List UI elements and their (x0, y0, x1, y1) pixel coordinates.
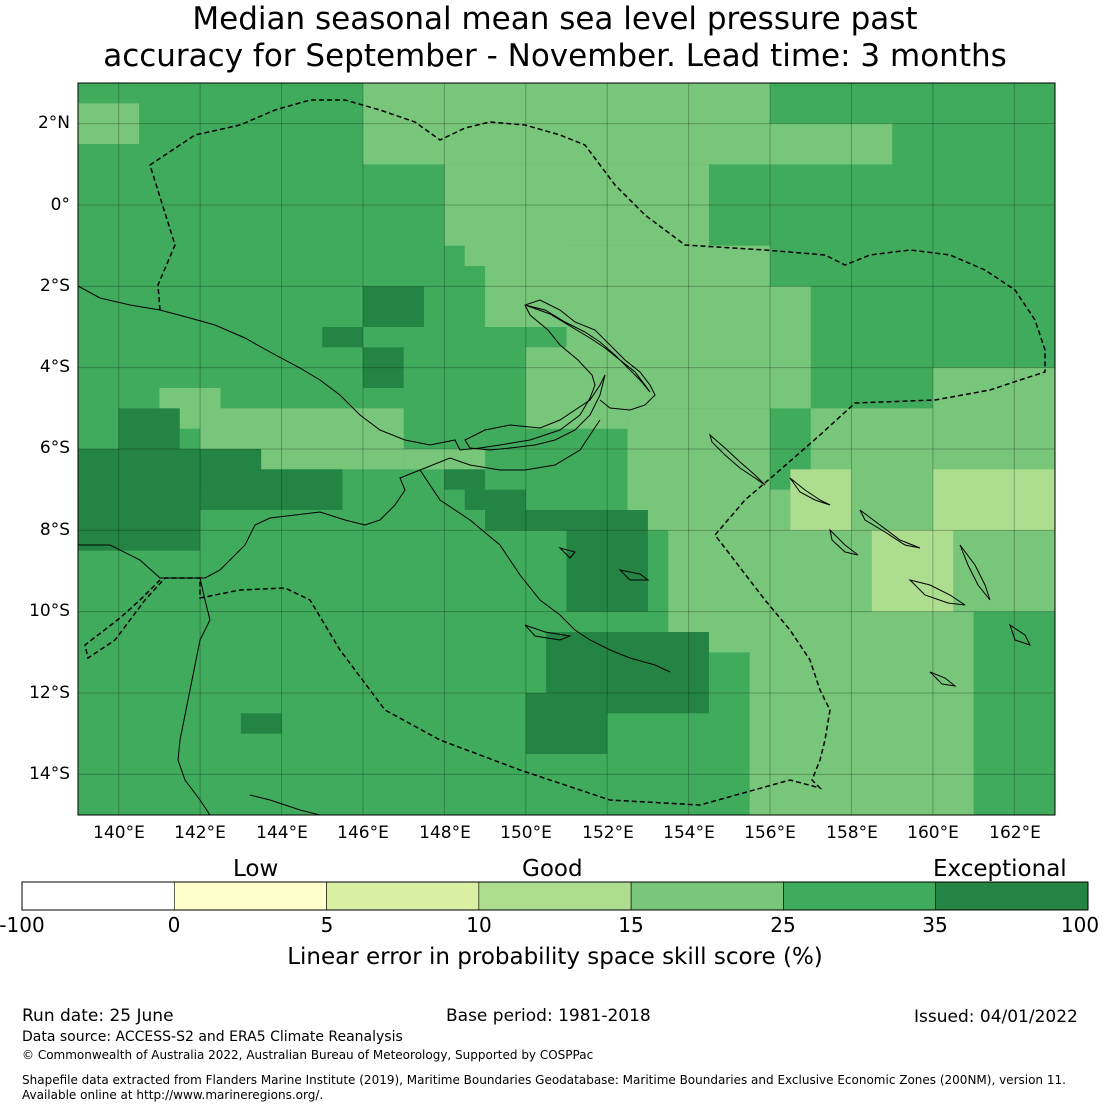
colorbar-tick: 100 (1060, 913, 1100, 937)
skill-cell (464, 205, 567, 266)
skill-cell (546, 632, 709, 693)
lon-label-142e: 142°E (174, 823, 226, 843)
lat-label-6s: 6°S (39, 438, 70, 458)
shapefile-credit-line1: Shapefile data extracted from Flanders M… (22, 1073, 1066, 1087)
legend-category-exceptional: Exceptional (933, 856, 1067, 882)
lon-label-162e: 162°E (989, 823, 1041, 843)
colorbar-segment (478, 881, 632, 911)
base-period: Base period: 1981-2018 (446, 1006, 651, 1026)
skill-score-raster (78, 83, 1055, 815)
coastlines (78, 285, 1031, 815)
lon-label-156e: 156°E (744, 823, 796, 843)
map-frame (77, 82, 1056, 816)
skill-cell (322, 327, 363, 348)
lon-label-160e: 160°E (907, 823, 959, 843)
lon-label-154e: 154°E (663, 823, 715, 843)
skill-cell (200, 469, 343, 510)
skill-cell (240, 713, 282, 734)
colorbar-title: Linear error in probability space skill … (287, 944, 823, 970)
lat-label-0: 0° (50, 195, 70, 215)
skill-cell (790, 469, 852, 531)
lon-label-144e: 144°E (256, 823, 308, 843)
colorbar-segment (326, 881, 480, 911)
skill-cell (566, 530, 648, 612)
skill-cell (403, 449, 486, 470)
graticule (78, 83, 1055, 815)
map-title-line1: Median seasonal mean sea level pressure … (192, 1, 918, 37)
skill-cell (485, 510, 648, 531)
new-britain-coastline (464, 374, 606, 451)
skill-cell (78, 103, 140, 144)
skill-cell (78, 489, 201, 551)
legend-category-good: Good (522, 856, 583, 882)
colorbar-tick: 5 (320, 913, 334, 937)
colorbar (21, 881, 1089, 911)
colorbar-segment (173, 881, 327, 911)
colorbar-tick: 25 (770, 913, 796, 937)
lon-label-158e: 158°E (826, 823, 878, 843)
colorbar-segment (21, 881, 175, 911)
lat-label-14s: 14°S (29, 764, 70, 784)
skill-cell (362, 286, 425, 327)
skill-cell (770, 83, 1055, 124)
bougainville-coastline (709, 433, 766, 486)
skill-cell (932, 469, 1055, 531)
png-eez-boundary (84, 99, 1046, 806)
legend-category-low: Low (233, 856, 279, 882)
map-title-line2: accuracy for September - November. Lead … (103, 38, 1007, 74)
lon-label-148e: 148°E (419, 823, 471, 843)
colorbar-tick: 35 (922, 913, 948, 937)
skill-cell (444, 469, 486, 490)
run-date: Run date: 25 June (22, 1006, 174, 1026)
lon-label-152e: 152°E (582, 823, 634, 843)
colorbar-frame (21, 881, 1089, 911)
solomon-islands-coastline (789, 477, 1031, 646)
papua-south-coastline (419, 469, 671, 673)
lon-label-150e: 150°E (500, 823, 552, 843)
lat-label-2n: 2°N (37, 113, 70, 133)
copyright-notice: © Commonwealth of Australia 2022, Austra… (22, 1048, 594, 1062)
new-guinea-coastline (78, 285, 656, 579)
cape-york-coastline (177, 577, 211, 815)
skill-cell (525, 693, 608, 754)
colorbar-segment (935, 881, 1089, 911)
skill-cell (362, 347, 404, 388)
lat-label-4s: 4°S (39, 357, 70, 377)
lon-label-146e: 146°E (337, 823, 389, 843)
skill-cell (525, 347, 628, 429)
colorbar-tick: 0 (167, 913, 181, 937)
issued-date: Issued: 04/01/2022 (914, 1007, 1078, 1027)
lat-label-8s: 8°S (39, 520, 70, 540)
skill-cell (871, 530, 954, 612)
skill-cell (607, 693, 709, 714)
colorbar-tick: -100 (0, 913, 45, 937)
skill-cell (749, 611, 974, 815)
colorbar-tick: 10 (466, 913, 492, 937)
lat-label-12s: 12°S (29, 683, 70, 703)
skill-cell (464, 489, 526, 510)
colorbar-tick: 15 (618, 913, 644, 937)
lat-label-10s: 10°S (29, 601, 70, 621)
data-source: Data source: ACCESS-S2 and ERA5 Climate … (22, 1029, 403, 1045)
eez-boundaries (84, 99, 1046, 806)
colorbar-segment (630, 881, 784, 911)
lon-label-140e: 140°E (93, 823, 145, 843)
skill-cell (932, 205, 1055, 266)
new-ireland-coastline (524, 304, 651, 393)
colorbar-segment (783, 881, 937, 911)
lat-label-2s: 2°S (39, 276, 70, 296)
shapefile-credit-line2: Available online at http://www.marinereg… (22, 1088, 324, 1102)
